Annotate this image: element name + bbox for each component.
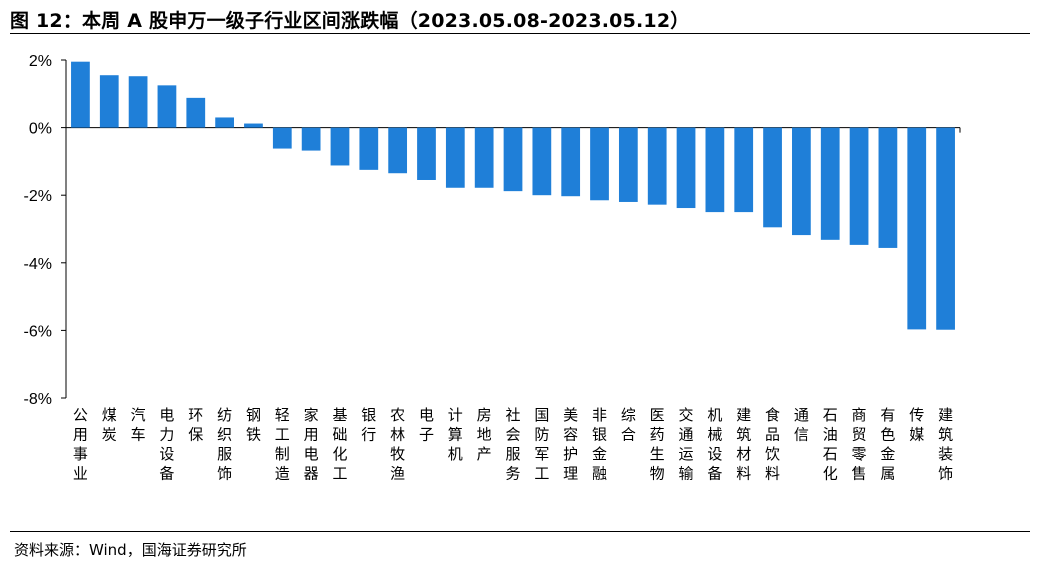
x-tick-label: 机械设备	[707, 406, 722, 483]
x-tick-label: 通信	[794, 406, 809, 444]
bar	[157, 85, 177, 128]
bar	[647, 127, 667, 205]
y-tick-label: -8%	[24, 391, 52, 408]
bar	[215, 117, 234, 128]
x-tick-label: 银行	[361, 406, 376, 444]
bar	[359, 127, 379, 170]
y-tick-label: 0%	[29, 121, 52, 138]
x-tick-label: 基础化工	[332, 406, 347, 483]
y-tick-label: -6%	[24, 323, 52, 340]
x-tick-label: 钢铁	[246, 406, 261, 444]
bar	[676, 127, 696, 209]
x-tick-label: 公用事业	[73, 406, 88, 483]
bar	[272, 127, 292, 149]
x-tick-label: 煤炭	[102, 406, 117, 444]
x-tick-label: 国防军工	[534, 406, 549, 483]
x-tick-label: 计算机	[448, 406, 463, 463]
bar	[503, 127, 523, 192]
bar	[763, 127, 782, 228]
bar	[71, 61, 90, 128]
x-tick-label: 社会服务	[505, 406, 520, 483]
chart-title: 图 12：本周 A 股申万一级子行业区间涨跌幅（2023.05.08-2023.…	[10, 10, 690, 32]
bar	[244, 123, 263, 128]
bar	[561, 127, 581, 197]
x-tick-label: 食品饮料	[765, 406, 780, 483]
bar	[705, 127, 725, 213]
y-tick-label: 2%	[29, 53, 52, 70]
bar	[936, 127, 955, 330]
x-tick-label: 综合	[621, 406, 636, 444]
bar	[532, 127, 552, 196]
bar	[128, 76, 148, 128]
x-tick-label: 有色金属	[880, 406, 895, 483]
title-divider	[10, 33, 1030, 34]
bar	[445, 127, 465, 188]
x-tick-label: 建筑装饰	[938, 406, 953, 483]
bar	[734, 127, 754, 213]
bar-chart: 2% 0% -2% -4% -6% -8% 公用事业煤炭汽车电力设备环保纺织服饰钢铁轻工制造…	[24, 53, 961, 483]
x-tick-label: 传媒	[909, 406, 924, 444]
bar	[474, 127, 494, 188]
source-divider	[10, 531, 1030, 532]
bar	[99, 75, 119, 128]
x-tick-label: 家用电器	[304, 406, 319, 483]
x-tick-label: 纺织服饰	[217, 406, 232, 483]
bar	[186, 97, 206, 128]
source-note: 资料来源：Wind，国海证券研究所	[14, 541, 247, 559]
x-tick-label: 美容护理	[563, 406, 578, 483]
x-tick-label: 电力设备	[159, 406, 174, 483]
x-tick-label: 建筑材料	[736, 406, 751, 483]
x-tick-label: 非银金融	[592, 406, 607, 483]
bar	[618, 127, 638, 202]
x-tick-label: 房地产	[477, 406, 492, 463]
x-tick-label: 农林牧渔	[390, 406, 405, 483]
bar	[590, 127, 609, 201]
bar	[417, 127, 436, 180]
bar	[820, 127, 840, 240]
y-tick-label: -4%	[24, 256, 52, 273]
bar	[388, 127, 408, 174]
bar	[330, 127, 350, 166]
x-tick-label: 环保	[188, 406, 203, 444]
x-tick-label: 汽车	[131, 406, 146, 444]
x-tick-label: 电子	[419, 406, 434, 444]
x-tick-label: 交通运输	[679, 406, 694, 483]
bar	[792, 127, 811, 236]
y-tick-label: -2%	[24, 188, 52, 205]
x-tick-label: 医药生物	[650, 406, 665, 483]
x-tick-label: 商贸零售	[852, 406, 867, 483]
x-tick-label: 轻工制造	[275, 406, 290, 483]
bar	[878, 127, 898, 248]
bar	[849, 127, 869, 245]
x-tick-label: 石油石化	[823, 406, 838, 483]
bar	[907, 127, 927, 330]
bar	[301, 127, 321, 151]
